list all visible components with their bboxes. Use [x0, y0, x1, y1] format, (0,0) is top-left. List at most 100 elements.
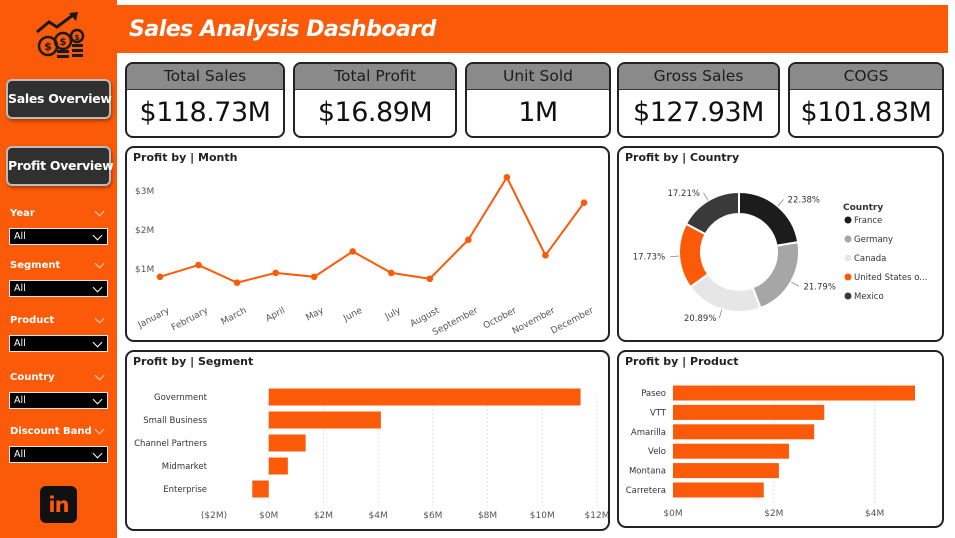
legend-item[interactable]: Canada: [854, 254, 886, 264]
year-select[interactable]: All: [9, 228, 108, 245]
leader-line: [777, 199, 784, 207]
linkedin-icon[interactable]: in: [40, 486, 77, 523]
chevron-down-icon[interactable]: [94, 424, 105, 435]
category-label: Carretera: [626, 486, 666, 496]
kpi-cogs: COGS $101.83M: [788, 62, 944, 138]
x-tick-label: June: [341, 306, 364, 325]
discount-band-select-value: All: [14, 449, 26, 460]
profit-by-month-card: $1M $2M $3M January February March April May Jun…: [125, 146, 610, 342]
legend-item[interactable]: Mexico: [854, 292, 884, 302]
x-tick-label: May: [304, 306, 326, 324]
x-tick-label: December: [550, 306, 596, 337]
bar[interactable]: [673, 424, 815, 440]
kpi-value: $16.89M: [317, 97, 433, 128]
data-point[interactable]: [387, 269, 395, 277]
product-select-value: All: [14, 338, 26, 349]
card-title: Profit by | Segment: [133, 355, 254, 368]
y-tick-label: $2M: [135, 226, 154, 236]
category-label: Amarilla: [631, 428, 666, 438]
y-tick-label: $1M: [135, 265, 154, 275]
bar[interactable]: [268, 434, 306, 452]
header-bar: Sales Analysis Dashboard: [117, 5, 948, 53]
bar[interactable]: [673, 463, 779, 479]
legend-item[interactable]: Germany: [854, 235, 893, 245]
category-label: Velo: [648, 447, 666, 457]
slice-label: 21.79%: [803, 282, 835, 292]
data-point[interactable]: [310, 273, 318, 281]
chevron-down-icon: [92, 448, 103, 459]
chevron-down-icon: [92, 282, 103, 293]
data-point[interactable]: [542, 252, 549, 259]
leader-line: [703, 192, 709, 201]
country-select[interactable]: All: [9, 392, 108, 409]
kpi-value: 1M: [518, 97, 558, 128]
bar[interactable]: [268, 457, 288, 475]
bar[interactable]: [673, 404, 825, 420]
kpi-label: COGS: [790, 64, 942, 90]
x-tick-label: July: [383, 306, 403, 323]
data-point[interactable]: [503, 174, 511, 181]
country-select-value: All: [14, 395, 26, 406]
chevron-down-icon[interactable]: [94, 258, 105, 269]
bar[interactable]: [268, 388, 581, 406]
svg-text:$: $: [74, 33, 80, 42]
card-title: Profit by | Product: [625, 355, 739, 368]
category-label: Channel Partners: [134, 439, 207, 449]
bar[interactable]: [673, 482, 764, 498]
segment-select[interactable]: All: [9, 280, 108, 297]
kpi-label: Total Sales: [127, 64, 283, 90]
x-tick-label: ($2M): [201, 511, 227, 521]
year-filter-label: Year: [10, 208, 35, 219]
data-point[interactable]: [349, 248, 357, 255]
chevron-down-icon: [92, 230, 103, 241]
profit-by-country-card: 22.38% 21.79% 20.89% 17.73% 17.21% Country Fra…: [617, 146, 944, 342]
kpi-gross-sales: Gross Sales $127.93M: [617, 62, 780, 138]
profit-by-product-card: $0M $2M $4M Paseo VTT Amarilla Velo Montana Carr…: [617, 350, 944, 528]
discount-band-select[interactable]: All: [9, 446, 108, 463]
legend-marker: [844, 254, 852, 262]
profit-by-segment-chart: ($2M) $0M $2M $4M $6M $8M $10M $12M Government Sm…: [134, 388, 608, 521]
category-label: Government: [154, 393, 208, 403]
x-tick-label: January: [136, 306, 172, 332]
data-point[interactable]: [465, 236, 472, 244]
legend-marker: [844, 216, 852, 224]
slice-label: 22.38%: [788, 195, 820, 205]
product-filter-label: Product: [10, 315, 55, 326]
x-tick-label: $0M: [663, 509, 682, 519]
bar[interactable]: [673, 385, 915, 401]
product-select[interactable]: All: [9, 335, 108, 352]
chevron-down-icon[interactable]: [94, 313, 105, 324]
legend-item[interactable]: France: [854, 216, 882, 226]
x-tick-label: $4M: [865, 509, 884, 519]
profit-by-segment-card: ($2M) $0M $2M $4M $6M $8M $10M $12M Government Sm…: [125, 350, 610, 531]
data-point[interactable]: [272, 269, 279, 277]
data-point[interactable]: [195, 261, 202, 269]
data-point[interactable]: [426, 275, 434, 283]
data-point[interactable]: [233, 279, 241, 286]
bar[interactable]: [673, 443, 789, 459]
x-tick-label: $10M: [530, 511, 555, 521]
chevron-down-icon[interactable]: [94, 370, 105, 381]
kpi-total-profit: Total Profit $16.89M: [293, 62, 457, 138]
pie-slice[interactable]: [684, 190, 740, 236]
segment-select-value: All: [14, 283, 26, 294]
kpi-label: Gross Sales: [619, 64, 778, 90]
legend-item[interactable]: United States o...: [854, 273, 927, 283]
pie-slice[interactable]: [751, 241, 800, 310]
bar[interactable]: [252, 480, 269, 498]
chevron-down-icon[interactable]: [94, 206, 105, 217]
category-label: Paseo: [641, 389, 666, 399]
leader-line: [670, 255, 680, 258]
profit-overview-button[interactable]: Profit Overview: [6, 146, 114, 186]
chevron-down-icon: [92, 394, 103, 405]
kpi-label: Total Profit: [295, 64, 455, 90]
x-tick-label: $4M: [369, 511, 388, 521]
profit-by-country-chart: 22.38% 21.79% 20.89% 17.73% 17.21% Country Fra…: [633, 189, 928, 324]
data-point[interactable]: [580, 199, 588, 206]
bar[interactable]: [268, 411, 381, 429]
data-point[interactable]: [156, 273, 164, 281]
x-tick-label: March: [220, 306, 249, 328]
x-tick-label: $0M: [259, 511, 278, 521]
sales-overview-button[interactable]: Sales Overview: [6, 79, 112, 119]
sidebar: $ $ $ Sales Overview Profit Overview Yea…: [0, 0, 117, 538]
